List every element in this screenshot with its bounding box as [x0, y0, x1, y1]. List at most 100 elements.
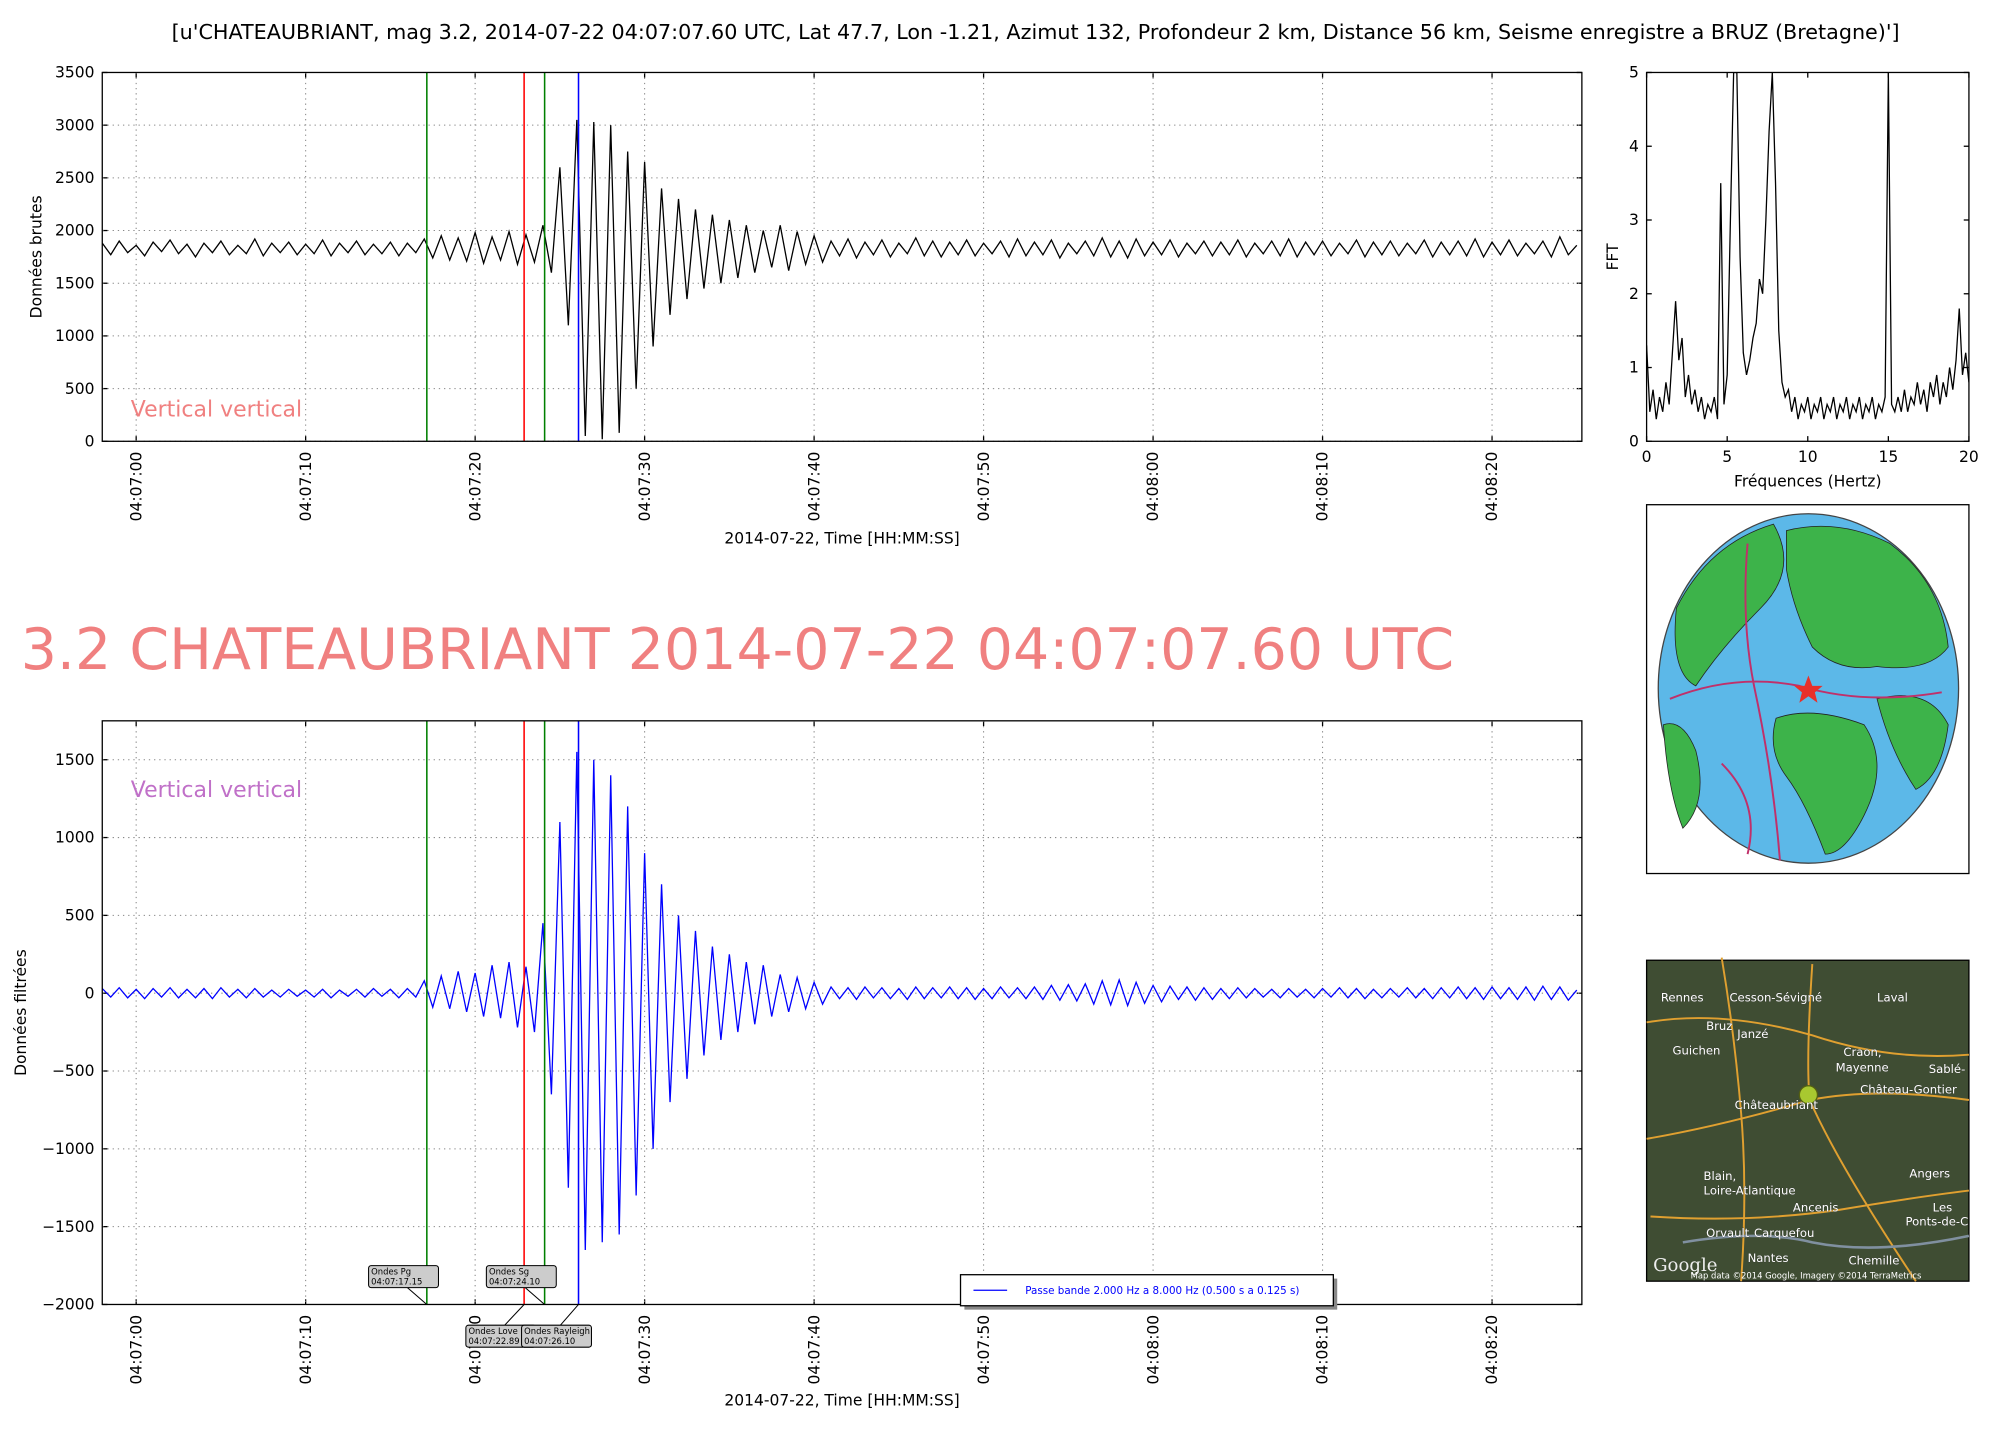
- x-tick-label: 04:08:20: [1483, 1315, 1501, 1385]
- legend-box: [959, 1274, 1334, 1307]
- y-tick-label: 0: [85, 432, 95, 450]
- plot-frame: [101, 720, 1583, 1306]
- x-tick-label: 04:07:50: [975, 452, 993, 522]
- annotation-arrow: [407, 1287, 428, 1305]
- annotation-time: 04:07:17.15: [371, 1276, 422, 1286]
- x-tick-label: 04:07:10: [297, 452, 315, 522]
- x-tick-label: 04:08:10: [1314, 1315, 1332, 1385]
- map-label: Nantes: [1748, 1251, 1789, 1265]
- annotation-label: Ondes Pg: [371, 1267, 411, 1277]
- y-tick-label: −2000: [42, 1296, 95, 1314]
- y-tick-label: 1000: [55, 829, 95, 847]
- map-label: Angers: [1909, 1167, 1950, 1181]
- map-label: Loire-Atlantique: [1704, 1183, 1796, 1197]
- x-tick-label: 04:07:10: [297, 1315, 315, 1385]
- map-label: Orvault: [1706, 1226, 1750, 1240]
- y-tick-label: 500: [65, 907, 95, 925]
- y-tick-label: 4: [1629, 137, 1639, 155]
- map-label: Sablé-: [1929, 1062, 1965, 1076]
- annotation-box: [521, 1324, 592, 1348]
- map-label: Les: [1933, 1200, 1952, 1214]
- map-label: Château-Gontier: [1860, 1083, 1957, 1097]
- x-tick-label: 04:07:00: [127, 452, 145, 522]
- map-label: Guichen: [1672, 1044, 1720, 1058]
- x-tick-label: 04:08:10: [1314, 452, 1332, 522]
- x-tick-label: 15: [1878, 448, 1898, 466]
- map-label: Bruz: [1706, 1019, 1732, 1033]
- x-tick-label: 0: [1642, 448, 1652, 466]
- y-tick-label: 1500: [55, 274, 95, 292]
- map-label: Ponts-de-C: [1906, 1215, 1969, 1229]
- x-tick-label: 04:08:00: [1144, 1315, 1162, 1385]
- plot-frame: [1645, 71, 1970, 442]
- x-axis-label: Fréquences (Hertz): [1734, 473, 1881, 491]
- data-line: [1646, 72, 1969, 420]
- map-label: Janzé: [1736, 1027, 1768, 1041]
- chart-title: [u'CHATEAUBRIANT, mag 3.2, 2014-07-22 04…: [172, 20, 1900, 44]
- x-tick-label: 04:07:00: [127, 1315, 145, 1385]
- y-tick-label: 1000: [55, 327, 95, 345]
- map-label: Carquefou: [1754, 1226, 1814, 1240]
- map-label: Blain,: [1704, 1169, 1737, 1183]
- x-tick-label: 04:07:30: [636, 452, 654, 522]
- x-tick-label: 04:07:40: [805, 452, 823, 522]
- x-tick-label: 5: [1722, 448, 1732, 466]
- map-attribution: Map data ©2014 Google, Imagery ©2014 Ter…: [1691, 1271, 1922, 1281]
- x-tick-label: 04:07:20: [466, 452, 484, 522]
- annotation-time: 04:07:24.10: [489, 1276, 540, 1286]
- x-tick-label: 04:08:20: [1483, 452, 1501, 522]
- y-tick-label: 0: [85, 984, 95, 1002]
- y-tick-label: 3000: [55, 116, 95, 134]
- annotation-time: 04:07:26.10: [524, 1336, 575, 1346]
- y-tick-label: 2000: [55, 222, 95, 240]
- x-axis-label: 2014-07-22, Time [HH:MM:SS]: [724, 530, 959, 548]
- map-label: Chemille: [1849, 1253, 1900, 1267]
- y-tick-label: 1500: [55, 751, 95, 769]
- y-tick-label: 2500: [55, 169, 95, 187]
- map-label: Cesson-Sévigné: [1729, 991, 1822, 1005]
- map-label: Craon,: [1843, 1045, 1881, 1059]
- y-tick-label: 1: [1629, 359, 1639, 377]
- annotation-box: [485, 1265, 557, 1289]
- x-tick-label: 04:07:30: [636, 1315, 654, 1385]
- annotation-box: [368, 1265, 439, 1289]
- y-tick-label: 500: [65, 380, 95, 398]
- y-tick-label: 0: [1629, 432, 1639, 450]
- annotation-arrow: [560, 1304, 579, 1326]
- y-tick-label: −500: [52, 1062, 95, 1080]
- map-label: Châteaubriant: [1735, 1098, 1819, 1112]
- y-tick-label: 3: [1629, 211, 1639, 229]
- globe-map: [1645, 504, 1970, 875]
- x-axis-label: 2014-07-22, Time [HH:MM:SS]: [724, 1391, 959, 1409]
- annotation-label: Ondes Love: [468, 1326, 517, 1336]
- annotation-label: Ondes Sg: [489, 1267, 529, 1277]
- y-tick-label: −1500: [42, 1218, 95, 1236]
- map-label: Laval: [1877, 991, 1908, 1005]
- x-tick-label: 10: [1798, 448, 1818, 466]
- annotation: Vertical vertical: [131, 778, 302, 803]
- y-axis-label: Données brutes: [27, 195, 45, 318]
- satellite-map: [1645, 957, 1970, 1282]
- y-axis-label: FFT: [1604, 243, 1622, 271]
- legend-label: Passe bande 2.000 Hz a 8.000 Hz (0.500 s…: [1025, 1285, 1299, 1297]
- map-label: Mayenne: [1836, 1061, 1889, 1075]
- map-logo: Google: [1653, 1255, 1717, 1276]
- plot-frame: [101, 71, 1583, 442]
- annotation-time: 04:07:22.89: [468, 1336, 519, 1346]
- annotation: Vertical vertical: [131, 398, 302, 423]
- x-tick-label: 04:07:50: [975, 1315, 993, 1385]
- annotation-arrow: [524, 1287, 545, 1305]
- y-tick-label: 5: [1629, 64, 1639, 82]
- data-line: [102, 751, 1578, 1251]
- headline: 3.2 CHATEAUBRIANT 2014-07-22 04:07:07.60…: [21, 617, 1454, 683]
- chart: 0 1 2 3 4 5 0 5 10 15 20 Fréquences (Hertz) FFT: [1604, 64, 1979, 491]
- annotation-arrow: [504, 1304, 525, 1326]
- chart: −2000 −1500 −1000 −500 0 500 1000 1500 04:07:00 0…: [12, 720, 1583, 1409]
- x-tick-label: 20: [1959, 448, 1979, 466]
- x-tick-label: 04:07:40: [805, 1315, 823, 1385]
- data-line: [102, 119, 1578, 440]
- map-label: Ancenis: [1793, 1200, 1839, 1214]
